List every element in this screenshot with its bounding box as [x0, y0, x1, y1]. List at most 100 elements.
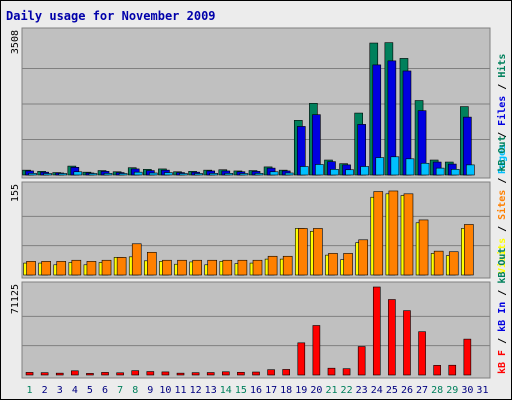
- bar-pages-day-4: [73, 171, 83, 176]
- side-label-part-1: /: [497, 332, 508, 350]
- x-tick-label: 19: [295, 385, 307, 396]
- x-tick-label: 4: [72, 385, 78, 396]
- bar-kb-f-day-9: [146, 371, 155, 376]
- bar-sites-day-1: [26, 261, 36, 276]
- x-tick-label: 14: [220, 385, 232, 396]
- side-label-part-0: Pages: [497, 144, 508, 174]
- bar-sites-day-6: [101, 259, 112, 276]
- bar-sites-day-26: [403, 193, 414, 276]
- bar-kb-f-day-7: [116, 372, 124, 376]
- x-tick-label: 18: [280, 385, 292, 396]
- bar-pages-day-17: [269, 171, 279, 176]
- x-tick-label: 6: [102, 385, 108, 396]
- bar-sites-day-22: [343, 253, 353, 276]
- bar-pages-day-23: [360, 166, 369, 176]
- bar-sites-day-23: [358, 239, 368, 276]
- bar-kb-f-day-24: [372, 286, 381, 376]
- bar-sites-day-12: [192, 259, 202, 276]
- x-tick-label: 5: [87, 385, 93, 396]
- x-tick-label: 12: [190, 385, 202, 396]
- bar-sites-day-18: [282, 255, 293, 276]
- bar-pages-day-5: [88, 173, 98, 176]
- bar-pages-day-15: [239, 173, 249, 176]
- bar-pages-day-29: [450, 169, 460, 176]
- bar-sites-day-17: [267, 255, 278, 276]
- side-label-part-0: kB F: [497, 350, 508, 374]
- side-label-part-2: Files: [496, 96, 508, 126]
- bar-kb-f-day-25: [388, 299, 396, 376]
- bar-pages-day-7: [118, 173, 128, 176]
- x-tick-label: 28: [431, 385, 443, 396]
- x-tick-label: 26: [401, 385, 413, 396]
- bar-sites-day-4: [71, 259, 82, 276]
- bar-sites-day-25: [388, 190, 399, 276]
- series-side-label: Pages / Files / Hits: [496, 54, 508, 174]
- side-label-part-1: /: [497, 126, 508, 144]
- bar-sites-day-11: [177, 259, 187, 276]
- plot-area: [21, 281, 491, 379]
- bar-pages-day-9: [149, 172, 158, 176]
- x-tick-label: 8: [132, 385, 138, 396]
- bar-kb-f-day-23: [357, 346, 366, 376]
- bar-sites-day-9: [147, 251, 157, 276]
- side-label-part-4: Hits: [496, 54, 508, 78]
- bar-sites-day-19: [297, 228, 308, 276]
- x-tick-label: 21: [325, 385, 337, 396]
- x-tick-label: 22: [341, 385, 353, 396]
- x-tick-label: 2: [42, 385, 48, 396]
- bar-sites-day-21: [328, 253, 338, 276]
- x-tick-label: 3: [57, 385, 63, 396]
- x-tick-label: 27: [416, 385, 428, 396]
- bar-pages-day-16: [254, 173, 264, 176]
- bar-pages-day-14: [224, 173, 234, 176]
- x-tick-label: 24: [371, 385, 383, 396]
- bar-pages-day-24: [375, 157, 385, 176]
- bar-kb-f-day-8: [131, 370, 140, 376]
- side-label-part-3: /: [497, 172, 508, 190]
- x-tick-label: 15: [235, 385, 247, 396]
- x-tick-label: 23: [356, 385, 368, 396]
- bar-sites-day-3: [56, 261, 67, 276]
- bar-pages-day-30: [466, 164, 475, 176]
- bar-pages-day-20: [315, 164, 324, 176]
- y-max-label: 155: [10, 184, 21, 202]
- x-axis-day-labels: 1 2 3 4 5 6 7 8 9 10 11 12 13 14 15 16 17 18 19 20 21 22 23 24 2…: [27, 385, 489, 396]
- bar-pages-day-12: [194, 173, 203, 176]
- side-label-part-2: kB In: [497, 302, 508, 332]
- side-label-part-3: /: [497, 78, 508, 96]
- side-label-part-2: Sites: [496, 190, 508, 220]
- bar-pages-day-22: [345, 169, 354, 176]
- bar-pages-day-6: [103, 173, 113, 176]
- side-label-part-4: kB Out: [497, 136, 508, 172]
- bar-pages-day-2: [43, 173, 52, 176]
- bar-pages-day-27: [420, 162, 430, 176]
- bar-kb-f-day-16: [252, 371, 260, 376]
- x-tick-label: 7: [117, 385, 123, 396]
- bar-kb-f-day-19: [297, 342, 306, 376]
- bar-pages-day-28: [435, 167, 445, 176]
- bar-sites-day-30: [464, 224, 474, 276]
- side-label-part-0: Visits: [496, 238, 508, 274]
- panel-top: 3508 Pages / Files / Hits: [10, 27, 508, 179]
- bar-kb-f-day-6: [101, 372, 109, 376]
- bar-sites-day-8: [131, 243, 142, 276]
- bar-pages-day-11: [179, 173, 188, 176]
- bar-sites-day-16: [252, 259, 263, 276]
- x-tick-label: 9: [147, 385, 153, 396]
- x-tick-label: 16: [250, 385, 262, 396]
- bar-pages-day-10: [164, 172, 173, 176]
- bar-sites-day-2: [41, 261, 51, 276]
- series-side-label: kB F / kB In / kB Out: [497, 248, 508, 374]
- y-max-label: 71125: [10, 284, 21, 314]
- bar-sites-day-10: [162, 259, 172, 276]
- bar-kb-f-day-14: [222, 371, 230, 376]
- bar-kb-f-day-1: [25, 372, 34, 376]
- x-tick-label: 13: [205, 385, 217, 396]
- bar-kb-f-day-18: [282, 369, 290, 376]
- bar-kb-f-day-10: [161, 371, 170, 376]
- bar-pages-day-13: [209, 173, 219, 176]
- panel-middle: 155 Visits / Sites / kB Out: [10, 136, 508, 279]
- x-tick-label: 29: [446, 385, 458, 396]
- bar-kb-f-day-15: [237, 371, 245, 376]
